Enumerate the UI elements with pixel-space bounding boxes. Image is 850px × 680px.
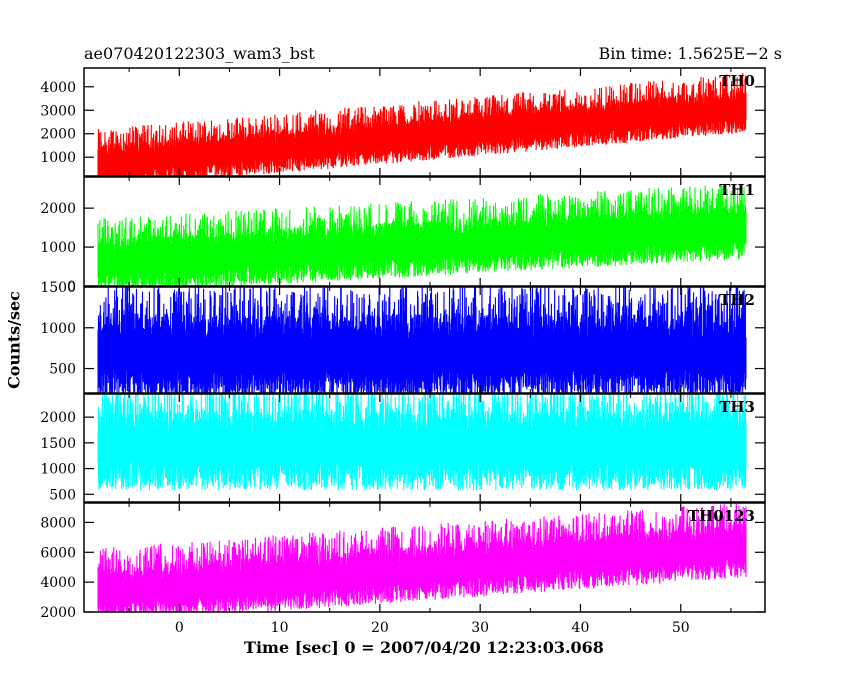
y-tick-label: 2000 <box>40 605 76 621</box>
y-tick-label: 8000 <box>40 515 76 531</box>
y-tick-label: 1000 <box>40 462 76 478</box>
series-line-th0 <box>97 72 747 176</box>
y-tick-label: 4000 <box>40 575 76 591</box>
series-line-th3 <box>97 394 747 491</box>
x-tick-label: 20 <box>371 620 389 636</box>
x-tick-label: 10 <box>271 620 289 636</box>
y-tick-label: 500 <box>49 487 76 503</box>
panel-label-th0: TH0 <box>719 72 755 90</box>
series-line-th0123 <box>97 503 747 612</box>
y-tick-label: 6000 <box>40 545 76 561</box>
y-tick-label: 1500 <box>40 436 76 452</box>
y-tick-label: 1000 <box>40 240 76 256</box>
x-tick-label: 50 <box>672 620 690 636</box>
y-tick-label: 2000 <box>40 201 76 217</box>
x-axis-label: Time [sec] 0 = 2007/04/20 12:23:03.068 <box>244 638 604 657</box>
series-line-th2 <box>97 287 747 393</box>
x-tick-label: 40 <box>572 620 590 636</box>
panel-label-th0123: TH0123 <box>688 507 755 525</box>
y-tick-label: 2000 <box>40 410 76 426</box>
x-tick-label: 0 <box>175 620 184 636</box>
y-tick-label: 4000 <box>40 80 76 96</box>
panel-label-th3: TH3 <box>719 398 755 416</box>
panel-label-th1: TH1 <box>719 181 755 199</box>
panel-frame-th2 <box>83 286 766 394</box>
x-tick-label: 30 <box>471 620 489 636</box>
y-tick-label: 500 <box>49 362 76 378</box>
y-tick-label: 1500 <box>40 280 76 296</box>
y-tick-label: 3000 <box>40 103 76 119</box>
series-line-th1 <box>97 184 747 286</box>
y-tick-label: 1000 <box>40 150 76 166</box>
y-tick-label: 0 <box>67 279 76 295</box>
panel-frame-th3 <box>83 393 766 503</box>
panel-label-th2: TH2 <box>719 291 755 309</box>
panel-frame-th1 <box>83 176 766 287</box>
y-tick-label: 2000 <box>40 127 76 143</box>
panel-frame-th0 <box>83 67 766 177</box>
bin-time-label: Bin time: 1.5625E−2 s <box>598 44 782 63</box>
y-tick-label: 1000 <box>40 321 76 337</box>
panel-frame-th0123 <box>83 502 766 613</box>
chart-title: ae070420122303_wam3_bst <box>84 44 315 63</box>
